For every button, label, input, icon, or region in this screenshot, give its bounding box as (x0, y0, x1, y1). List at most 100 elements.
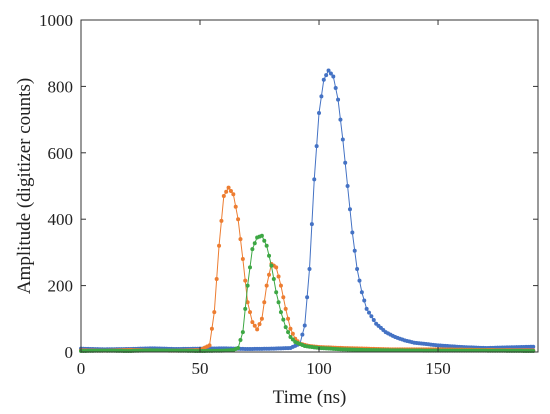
series-point (336, 97, 341, 102)
series-point (355, 267, 360, 271)
series-point (347, 207, 352, 212)
x-tick-label: 0 (77, 359, 86, 378)
series-point (233, 204, 238, 209)
series-point (278, 310, 283, 315)
x-tick-label: 50 (192, 359, 209, 378)
series-point (367, 310, 372, 315)
y-tick-label: 400 (48, 210, 74, 229)
series-point (328, 71, 333, 76)
series-point (317, 110, 322, 115)
series-point (319, 94, 324, 99)
series-point (352, 248, 357, 253)
series-line (80, 69, 534, 350)
series-point (264, 283, 269, 288)
series-layer (79, 68, 536, 354)
series-point (243, 278, 248, 283)
series-point (305, 295, 310, 300)
series-point (283, 325, 288, 330)
series-1 (79, 185, 536, 353)
series-point (262, 300, 267, 305)
series-point (343, 160, 348, 165)
series-point (300, 332, 305, 337)
series-point (259, 316, 264, 321)
series-0 (79, 68, 536, 352)
series-point (531, 344, 536, 349)
ticks-layer: 0 50 100 150 0 200 400 600 800 1000 (39, 11, 538, 378)
series-point (274, 265, 279, 270)
series-point (283, 306, 288, 311)
plot-frame (80, 19, 539, 353)
series-point (357, 278, 362, 283)
y-tick-label: 800 (48, 77, 74, 96)
series-point (236, 346, 241, 351)
series-point (338, 117, 343, 122)
series-point (369, 314, 374, 319)
x-tick-label: 150 (425, 359, 451, 378)
x-axis-label: Time (ns) (273, 387, 347, 408)
series-point (245, 283, 250, 288)
series-point (221, 193, 226, 198)
series-point (231, 192, 236, 197)
series-point (243, 306, 248, 311)
series-point (267, 272, 272, 277)
x-tick-label: 100 (306, 359, 332, 378)
series-point (250, 247, 255, 252)
y-tick-label: 1000 (39, 11, 73, 30)
series-point (281, 317, 286, 322)
series-point (252, 323, 257, 328)
series-point (236, 217, 241, 222)
series-point (240, 257, 245, 262)
series-point (290, 337, 295, 342)
series-point (364, 306, 369, 311)
y-tick-label: 600 (48, 144, 74, 163)
series-point (247, 310, 252, 315)
series-point (362, 298, 367, 303)
series-point (269, 263, 274, 268)
series-point (312, 177, 317, 182)
series-point (240, 330, 245, 335)
series-point (264, 243, 269, 248)
series-point (286, 330, 291, 335)
series-point (281, 295, 286, 300)
series-point (345, 184, 350, 188)
series-point (331, 74, 336, 79)
series-point (359, 290, 364, 295)
series-point (271, 276, 276, 281)
series-point (212, 310, 217, 315)
series-point (309, 222, 314, 227)
y-tick-label: 0 (65, 343, 74, 362)
series-point (255, 327, 260, 332)
series-point (333, 86, 338, 91)
series-point (224, 189, 229, 194)
series-point (226, 185, 231, 190)
series-point (257, 322, 262, 327)
series-point (276, 274, 281, 279)
y-axis-label: Amplitude (digitizer counts) (14, 78, 35, 294)
series-point (274, 290, 279, 295)
series-point (250, 320, 255, 325)
series-point (324, 73, 329, 78)
series-point (207, 343, 212, 348)
series-point (350, 230, 355, 235)
series-point (267, 253, 272, 258)
series-point (238, 237, 243, 242)
series-point (219, 218, 224, 223)
series-point (314, 144, 319, 149)
y-tick-label: 200 (48, 277, 74, 296)
series-point (278, 283, 283, 288)
series-line (80, 186, 534, 352)
series-point (286, 316, 291, 321)
series-point (214, 276, 219, 281)
series-point (321, 77, 326, 82)
series-point (288, 326, 293, 331)
series-point (307, 267, 312, 271)
series-point (252, 241, 257, 246)
series-point (288, 335, 293, 340)
series-point (247, 265, 252, 270)
series-point (290, 331, 295, 336)
series-point (326, 68, 331, 73)
series-point (238, 338, 243, 343)
series-point (259, 233, 264, 238)
series-point (245, 300, 250, 305)
